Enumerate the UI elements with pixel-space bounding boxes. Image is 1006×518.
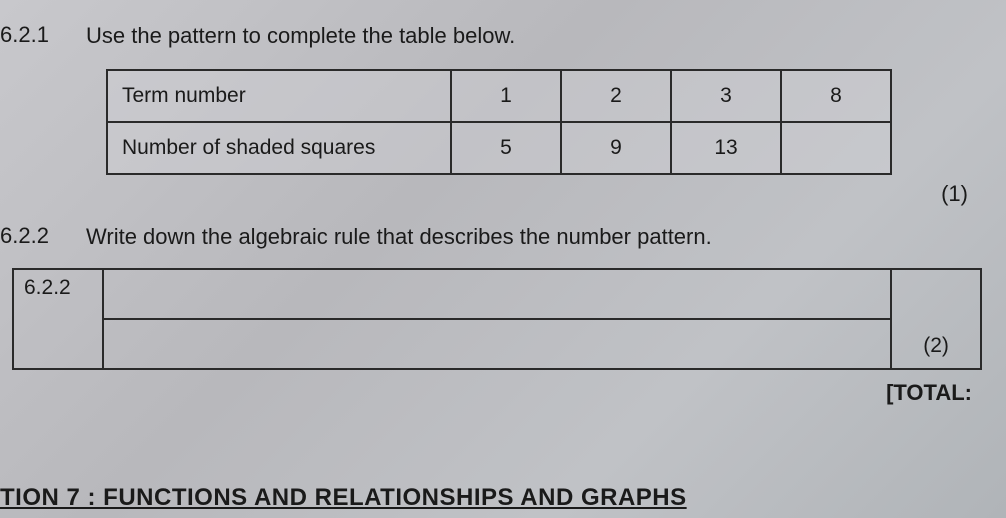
question-1-number: 6.2.1 bbox=[0, 22, 68, 49]
answer-box-wrap: 6.2.2 (2) bbox=[12, 268, 972, 370]
question-1-line: 6.2.1 Use the pattern to complete the ta… bbox=[0, 22, 976, 49]
pattern-table: Term number 1 2 3 8 Number of shaded squ… bbox=[106, 69, 892, 175]
cell: 8 bbox=[781, 70, 891, 122]
cell: 3 bbox=[671, 70, 781, 122]
question-2-number: 6.2.2 bbox=[0, 223, 68, 250]
question-1-marks: (1) bbox=[0, 181, 976, 207]
question-2-line: 6.2.2 Write down the algebraic rule that… bbox=[0, 223, 976, 250]
table-row bbox=[13, 319, 981, 369]
cell: 1 bbox=[451, 70, 561, 122]
total-label: [TOTAL: bbox=[0, 380, 976, 406]
question-1-text: Use the pattern to complete the table be… bbox=[86, 22, 515, 49]
table-row: 6.2.2 (2) bbox=[13, 269, 981, 319]
cell: 5 bbox=[451, 122, 561, 174]
cell bbox=[781, 122, 891, 174]
cell: 13 bbox=[671, 122, 781, 174]
section-footer: TION 7 : FUNCTIONS AND RELATIONSHIPS AND… bbox=[0, 484, 687, 512]
answer-marks: (2) bbox=[891, 269, 981, 369]
answer-space[interactable] bbox=[103, 269, 891, 319]
row1-label: Term number bbox=[107, 70, 451, 122]
row2-label: Number of shaded squares bbox=[107, 122, 451, 174]
table-row: Term number 1 2 3 8 bbox=[107, 70, 891, 122]
pattern-table-wrap: Term number 1 2 3 8 Number of shaded squ… bbox=[106, 69, 976, 175]
cell: 9 bbox=[561, 122, 671, 174]
table-row: Number of shaded squares 5 9 13 bbox=[107, 122, 891, 174]
answer-space[interactable] bbox=[103, 319, 891, 369]
answer-table: 6.2.2 (2) bbox=[12, 268, 982, 370]
cell: 2 bbox=[561, 70, 671, 122]
answer-label: 6.2.2 bbox=[13, 269, 103, 369]
question-2-text: Write down the algebraic rule that descr… bbox=[86, 223, 712, 250]
